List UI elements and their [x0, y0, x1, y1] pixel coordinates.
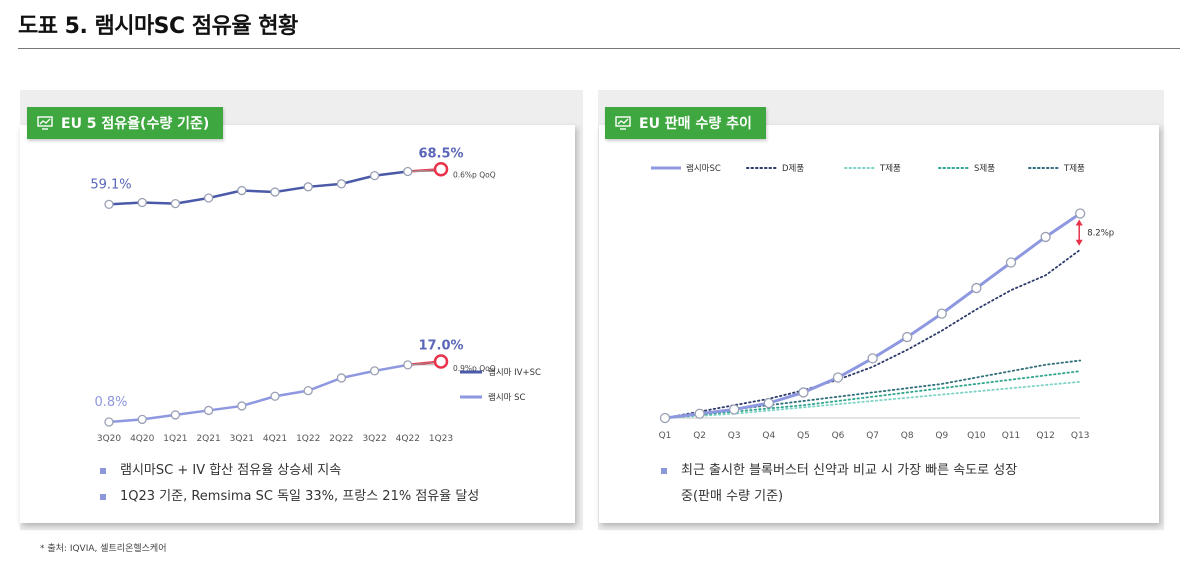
left-chart-panel: 3Q20 4Q20 1Q21 2Q21 3Q21 4Q21 1Q22 2Q22 3Q22 4Q22… [20, 125, 575, 523]
legend-label: 램시마 IV+SC [488, 367, 541, 378]
end-value-label: 68.5% [418, 146, 463, 161]
data-point [137, 197, 147, 208]
data-point [270, 187, 280, 197]
data-point [659, 412, 671, 424]
data-point [170, 410, 181, 420]
legend-label: T제품 [879, 164, 901, 174]
left-notes: 램시마SC + IV 합산 점유율 상승세 지속 1Q23 기준, Remsim… [100, 458, 479, 510]
start-value-label: 59.1% [90, 177, 131, 192]
bullet-square-icon [100, 468, 106, 474]
data-point [902, 331, 913, 343]
x-tick-label: Q3 [728, 431, 741, 441]
x-tick-label: 1Q21 [163, 434, 187, 444]
source-note: * 출처: IQVIA, 셀트리온헬스케어 [40, 544, 167, 554]
right-panel-tab: EU 판매 수량 추이 [605, 107, 766, 139]
x-tick-label: Q7 [866, 431, 879, 441]
left-panel-title: EU 5 점유율(수량 기준) [61, 116, 210, 132]
data-point [104, 417, 114, 427]
data-point [170, 198, 181, 209]
x-tick-label: 4Q22 [396, 434, 420, 444]
bullet-square-icon [661, 468, 667, 474]
x-tick-label: Q6 [832, 431, 845, 441]
series-line-main [664, 212, 1082, 420]
data-point [369, 366, 380, 376]
data-point [763, 397, 774, 409]
gap-arrow-head-down [1075, 239, 1083, 246]
data-point [203, 405, 214, 416]
right-note-1: 최근 출시한 블록버스터 신약과 비교 시 가장 빠른 속도로 성장 중(판매 … [661, 458, 1031, 510]
data-point [867, 353, 878, 364]
gap-label: 8.2%p [1087, 229, 1114, 239]
series-line [108, 170, 408, 206]
x-tick-label: Q12 [1036, 431, 1055, 441]
data-point [832, 372, 844, 383]
sales-volume-line-chart: Q1 Q2 Q3 Q4 Q5 Q6 Q7 Q8 Q9 Q10 Q11 Q12 Q13 8.2%p 램시마SC… [651, 163, 1114, 441]
start-value-label: 0.8% [94, 395, 127, 410]
x-tick-label: Q4 [762, 431, 775, 441]
legend-label: S제품 [974, 164, 995, 174]
x-tick-label: 2Q22 [329, 434, 353, 444]
data-point [403, 360, 413, 370]
legend-label: T제품 [1063, 164, 1085, 174]
data-point [369, 170, 380, 181]
x-tick-label: 4Q20 [130, 434, 155, 444]
x-tick-label: Q5 [797, 431, 810, 441]
data-point [104, 199, 114, 210]
right-panel-title: EU 판매 수량 추이 [639, 116, 752, 132]
x-tick-label: Q9 [935, 431, 948, 441]
x-tick-label: Q13 [1071, 431, 1090, 441]
data-point [798, 387, 809, 398]
data-point [971, 282, 982, 294]
data-point [336, 373, 347, 383]
data-point [336, 179, 347, 189]
data-point [237, 401, 247, 411]
data-point-latest [433, 162, 449, 177]
left-note-1: 램시마SC + IV 합산 점유율 상승세 지속 [100, 458, 479, 484]
page-title: 도표 5. 램시마SC 점유율 현황 [18, 14, 298, 39]
monitor-chart-icon [615, 116, 631, 130]
data-point [1005, 257, 1017, 268]
data-point [403, 166, 413, 177]
data-point [270, 391, 280, 401]
data-point-latest [433, 354, 449, 369]
share-line-chart: 3Q20 4Q20 1Q21 2Q21 3Q21 4Q21 1Q22 2Q22 3Q22 4Q22… [90, 146, 541, 444]
x-tick-label: 3Q21 [230, 434, 254, 444]
qoq-change-label: 0.6%p QoQ [453, 171, 496, 180]
data-point [137, 414, 147, 425]
bullet-square-icon [100, 494, 106, 500]
gap-arrow-head-up [1075, 219, 1083, 226]
right-notes: 최근 출시한 블록버스터 신약과 비교 시 가장 빠른 속도로 성장 중(판매 … [661, 458, 1031, 510]
legend-label: D제품 [782, 164, 804, 174]
data-point [1040, 231, 1051, 243]
x-tick-label: 4Q21 [263, 434, 287, 444]
data-point [729, 404, 740, 415]
monitor-chart-icon [37, 116, 53, 130]
x-tick-label: Q8 [901, 431, 914, 441]
x-tick-label: Q2 [693, 431, 706, 441]
data-point [936, 308, 947, 319]
x-tick-label: 3Q20 [97, 434, 122, 444]
data-point [203, 193, 214, 203]
x-tick-label: Q1 [659, 431, 672, 441]
x-tick-label: 1Q23 [429, 434, 453, 444]
data-point [237, 185, 247, 196]
x-tick-label: Q11 [1002, 431, 1021, 441]
x-tick-label: 3Q22 [362, 434, 386, 444]
x-tick-label: 2Q21 [196, 434, 220, 444]
left-panel-tab: EU 5 점유율(수량 기준) [27, 107, 224, 139]
data-point [303, 182, 313, 192]
qoq-change-label: 0.9%p QoQ [453, 364, 496, 373]
data-point [694, 408, 705, 419]
end-value-label: 17.0% [418, 339, 463, 354]
right-chart-panel: Q1 Q2 Q3 Q4 Q5 Q6 Q7 Q8 Q9 Q10 Q11 Q12 Q13 8.2%p 램시마SC… [599, 125, 1159, 523]
series-line [108, 363, 409, 424]
x-tick-label: Q10 [967, 431, 986, 441]
legend-label: 램시마 SC [488, 392, 526, 403]
x-tick-label: 1Q22 [296, 434, 320, 444]
data-point [303, 386, 313, 396]
title-divider [18, 48, 1180, 49]
left-note-2: 1Q23 기준, Remsima SC 독일 33%, 프랑스 21% 점유율 … [100, 484, 479, 510]
legend-label: 램시마SC [686, 163, 721, 174]
data-point [1075, 208, 1086, 219]
